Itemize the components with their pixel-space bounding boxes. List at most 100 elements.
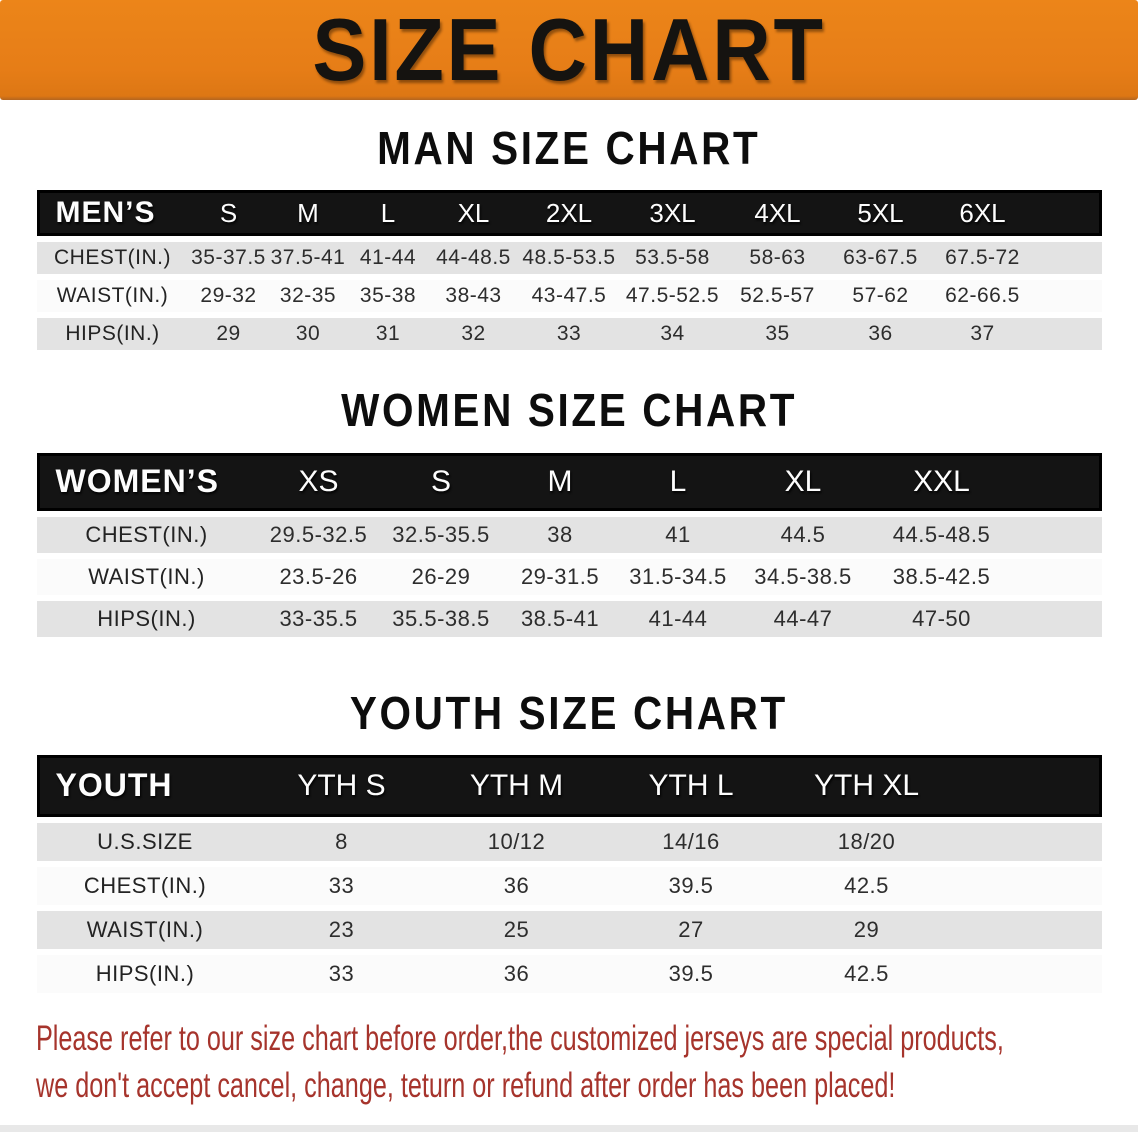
column-header: YTH L: [603, 754, 779, 817]
row-filler: [1014, 600, 1102, 637]
row-label: CHEST(IN.): [36, 516, 257, 553]
table-cell: 32: [428, 318, 519, 351]
row-filler: [1033, 242, 1102, 275]
row-filler: [954, 866, 1102, 905]
header-filler: [1033, 190, 1102, 237]
table-row: CHEST(IN.) 35-37.5 37.5-41 41-44 44-48.5 48.5…: [36, 242, 1102, 275]
table-cell: 37: [931, 318, 1034, 351]
women-section-heading-text: WOMEN SIZE CHART: [340, 384, 798, 437]
row-label: HIPS(IN.): [36, 600, 257, 637]
table-cell: 36: [829, 318, 932, 351]
corner-label: MEN’S: [36, 190, 189, 237]
disclaimer-line-2: we don't accept cancel, change, teturn o…: [36, 1065, 896, 1105]
table-row: HIPS(IN.) 33 36 39.5 42.5: [36, 954, 1102, 993]
table-cell: 27: [603, 910, 779, 949]
column-header: 6XL: [931, 190, 1034, 237]
table-row: HIPS(IN.) 33-35.5 35.5-38.5 38.5-41 41-44 44-…: [36, 600, 1102, 637]
table-cell: 33-35.5: [256, 600, 381, 637]
row-label: CHEST(IN.): [36, 242, 189, 275]
column-header: XL: [428, 190, 519, 237]
table-cell: 38.5-42.5: [868, 558, 1015, 595]
men-table-header: MEN’S S M L XL 2XL 3XL 4XL 5XL 6XL: [36, 190, 1102, 237]
column-header: XS: [256, 452, 381, 511]
column-header: YTH XL: [778, 754, 955, 817]
table-cell: 47.5-52.5: [619, 280, 726, 313]
header-row: YOUTH YTH S YTH M YTH L YTH XL: [36, 754, 1102, 817]
table-row: CHEST(IN.) 29.5-32.5 32.5-35.5 38 41 44.5 44.5…: [36, 516, 1102, 553]
table-cell: 34: [619, 318, 726, 351]
table-cell: 31: [347, 318, 429, 351]
table-cell: 23.5-26: [256, 558, 381, 595]
table-cell: 33: [253, 866, 430, 905]
table-cell: 53.5-58: [619, 242, 726, 275]
table-cell: 34.5-38.5: [737, 558, 869, 595]
column-header: L: [347, 190, 429, 237]
table-cell: 33: [253, 954, 430, 993]
table-cell: 29.5-32.5: [256, 516, 381, 553]
table-cell: 41-44: [347, 242, 429, 275]
men-size-table: MEN’S S M L XL 2XL 3XL 4XL 5XL 6XL CHEST(IN.) 35-3…: [36, 184, 1102, 356]
column-header: S: [380, 452, 502, 511]
row-filler: [954, 954, 1102, 993]
table-cell: 29-32: [188, 280, 269, 313]
table-cell: 35: [725, 318, 830, 351]
table-cell: 37.5-41: [268, 242, 348, 275]
table-cell: 29: [778, 910, 955, 949]
women-table-header: WOMEN’S XS S M L XL XXL: [36, 452, 1102, 511]
table-cell: 38: [501, 516, 619, 553]
table-row: WAIST(IN.) 23 25 27 29: [36, 910, 1102, 949]
table-cell: 35-38: [347, 280, 429, 313]
women-size-table: WOMEN’S XS S M L XL XXL CHEST(IN.) 29.5-32.5 32.…: [36, 447, 1102, 643]
man-section-heading-text: MAN SIZE CHART: [377, 122, 761, 174]
table-row: WAIST(IN.) 29-32 32-35 35-38 38-43 43-47.5 47.…: [36, 280, 1102, 313]
table-cell: 35-37.5: [188, 242, 269, 275]
column-header: YTH S: [253, 754, 430, 817]
youth-size-table: YOUTH YTH S YTH M YTH L YTH XL U.S.SIZE 8 10/1…: [36, 749, 1102, 999]
disclaimer-line-1: Please refer to our size chart before or…: [36, 1018, 1004, 1058]
row-label: HIPS(IN.): [36, 318, 189, 351]
column-header: 5XL: [829, 190, 932, 237]
table-cell: 36: [429, 866, 604, 905]
table-cell: 63-67.5: [829, 242, 932, 275]
table-cell: 25: [429, 910, 604, 949]
table-row: CHEST(IN.) 33 36 39.5 42.5: [36, 866, 1102, 905]
table-cell: 26-29: [380, 558, 502, 595]
row-label: HIPS(IN.): [36, 954, 254, 993]
youth-table-header: YOUTH YTH S YTH M YTH L YTH XL: [36, 754, 1102, 817]
table-cell: 58-63: [725, 242, 830, 275]
table-cell: 8: [253, 822, 430, 861]
column-header: L: [618, 452, 738, 511]
header-filler: [1014, 452, 1102, 511]
table-cell: 67.5-72: [931, 242, 1034, 275]
table-cell: 52.5-57: [725, 280, 830, 313]
disclaimer: Please refer to our size chart before or…: [36, 1015, 1138, 1109]
banner-title: SIZE CHART: [312, 0, 826, 99]
table-cell: 29: [188, 318, 269, 351]
table-cell: 41-44: [618, 600, 738, 637]
row-filler: [1033, 280, 1102, 313]
row-label: WAIST(IN.): [36, 910, 254, 949]
table-cell: 39.5: [603, 954, 779, 993]
table-cell: 41: [618, 516, 738, 553]
table-cell: 44-47: [737, 600, 869, 637]
column-header: S: [188, 190, 269, 237]
column-header: YTH M: [429, 754, 604, 817]
men-table-body: CHEST(IN.) 35-37.5 37.5-41 41-44 44-48.5 48.5…: [36, 242, 1102, 351]
table-cell: 39.5: [603, 866, 779, 905]
table-row: HIPS(IN.) 29 30 31 32 33 34 35 36 37: [36, 318, 1102, 351]
column-header: 3XL: [619, 190, 726, 237]
header-row: MEN’S S M L XL 2XL 3XL 4XL 5XL 6XL: [36, 190, 1102, 237]
table-cell: 42.5: [778, 954, 955, 993]
row-label: U.S.SIZE: [36, 822, 254, 861]
column-header: 2XL: [518, 190, 620, 237]
table-cell: 47-50: [868, 600, 1015, 637]
column-header: 4XL: [725, 190, 830, 237]
table-row: WAIST(IN.) 23.5-26 26-29 29-31.5 31.5-34.5 34…: [36, 558, 1102, 595]
table-cell: 23: [253, 910, 430, 949]
row-filler: [954, 910, 1102, 949]
youth-section-heading: YOUTH SIZE CHART: [0, 688, 1138, 737]
row-filler: [954, 822, 1102, 861]
size-chart-banner: SIZE CHART: [0, 0, 1138, 100]
row-filler: [1014, 558, 1102, 595]
table-cell: 38-43: [428, 280, 519, 313]
